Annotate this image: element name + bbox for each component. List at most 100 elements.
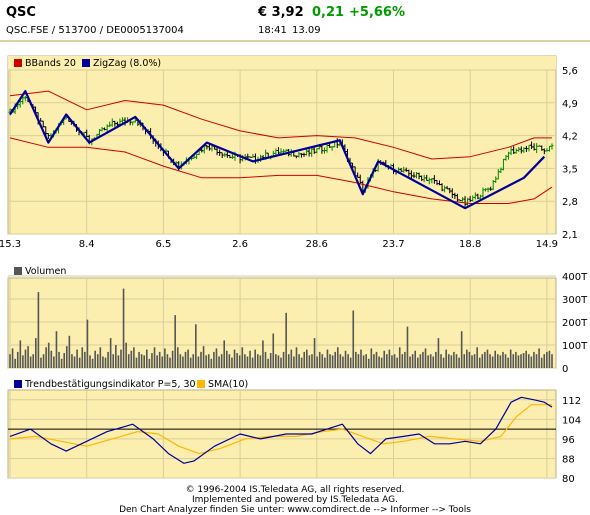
- volume-bar: [347, 354, 349, 368]
- volume-bar: [502, 351, 504, 368]
- volume-bar: [295, 347, 298, 368]
- volume-bar: [130, 350, 133, 368]
- volume-bar: [158, 351, 161, 368]
- volume-bar: [455, 354, 458, 368]
- indicator-tick-label: 96: [562, 435, 575, 446]
- volume-bar: [109, 338, 112, 368]
- volume-tick-label: 0: [562, 364, 568, 375]
- price-tick-label: 2,8: [562, 197, 578, 208]
- footer-tool-link: Den Chart Analyzer finden Sie unter: www…: [119, 505, 471, 515]
- x-tick-label: 6.5: [155, 239, 171, 250]
- volume-bar: [489, 354, 491, 368]
- volume-bar: [120, 349, 122, 368]
- volume-bar: [453, 351, 455, 368]
- volume-bar: [164, 348, 166, 368]
- volume-panel-bg: [7, 277, 557, 369]
- volume-bar: [334, 351, 336, 368]
- quote-date: 13.09: [292, 25, 321, 36]
- volume-bar: [440, 354, 442, 368]
- volume-bar: [151, 353, 153, 368]
- volume-bar: [520, 354, 522, 368]
- volume-bar: [226, 350, 228, 368]
- volume-bar: [512, 354, 515, 368]
- price-tick-label: 2,1: [562, 230, 578, 241]
- volume-bar: [22, 355, 24, 368]
- volume-bar: [205, 355, 207, 368]
- volume-bar: [321, 354, 324, 368]
- volume-bar: [76, 349, 78, 368]
- volume-bar: [450, 355, 453, 368]
- volume-bar: [491, 356, 494, 368]
- volume-bar: [246, 356, 249, 368]
- volume-bar: [42, 354, 45, 368]
- price-tick-label: 4,9: [562, 99, 578, 110]
- volume-bar: [32, 354, 35, 368]
- volume-bar: [47, 342, 50, 368]
- volume-bar: [53, 356, 55, 368]
- volume-bar: [308, 355, 311, 368]
- x-tick-label: 2.6: [232, 239, 248, 250]
- volume-bar: [427, 355, 429, 368]
- volume-bar: [515, 351, 517, 368]
- volume-bar: [460, 331, 463, 368]
- volume-bar: [223, 340, 226, 368]
- volume-bar: [478, 357, 481, 368]
- indicator-y-axis: 112 104 96 88 80: [562, 396, 581, 482]
- volume-bar: [432, 356, 435, 368]
- volume-bar: [499, 355, 502, 368]
- indicator-tick-label: 112: [562, 396, 581, 407]
- volume-bar: [357, 354, 360, 368]
- volume-bar: [484, 351, 486, 368]
- volume-bar: [269, 353, 272, 368]
- chart-area: BBands 20 ZigZag (8.0%) Volumen Trendbes…: [0, 55, 588, 482]
- volume-bar: [35, 338, 37, 368]
- volume-bar: [236, 353, 238, 368]
- volume-bar: [231, 357, 233, 368]
- legend-label-volume: Volumen: [25, 266, 66, 277]
- volume-bar: [282, 351, 285, 368]
- volume-bar: [166, 354, 169, 368]
- volume-bar: [280, 357, 282, 368]
- legend-swatch-sma: [197, 380, 205, 388]
- volume-bar: [179, 354, 182, 368]
- indicator-lines: [9, 396, 553, 464]
- footer-copyright: © 1996-2004 IS.Teledata AG, all rights r…: [185, 485, 405, 495]
- legend-label-zigzag: ZigZag (8.0%): [93, 58, 161, 69]
- volume-bar: [272, 333, 275, 368]
- volume-bar: [9, 354, 11, 368]
- header-divider: [0, 40, 590, 42]
- volume-bar: [458, 357, 460, 368]
- volume-bar: [398, 347, 401, 368]
- volume-bar: [135, 357, 138, 368]
- volume-bar: [112, 354, 115, 368]
- volume-bar: [383, 350, 386, 368]
- volume-bar: [486, 349, 489, 368]
- volume-bar: [494, 350, 497, 368]
- volume-bar: [352, 310, 355, 368]
- volume-bar: [138, 351, 140, 368]
- x-tick-label: 8.4: [79, 239, 95, 250]
- volume-bar: [148, 358, 151, 368]
- volume-bar: [393, 354, 396, 368]
- volume-bar: [300, 357, 303, 368]
- indicator-tick-label: 104: [562, 415, 581, 426]
- volume-bar: [99, 347, 102, 368]
- volume-bar: [78, 357, 81, 368]
- x-tick-label: 23.7: [382, 239, 404, 250]
- volume-bar: [447, 354, 450, 368]
- indicator-legend: Trendbestätigungsindikator P=5, 30 SMA(1…: [14, 379, 248, 390]
- price-y-axis: 5,6 4,9 4,2 3,5 2,8 2,1: [562, 66, 578, 241]
- volume-bar: [342, 356, 344, 368]
- volume-bar: [145, 349, 148, 368]
- volume-bar: [303, 351, 306, 368]
- volume-bar: [174, 315, 176, 368]
- volume-bar: [215, 348, 218, 368]
- volume-bar: [14, 358, 16, 368]
- volume-legend: Volumen: [14, 266, 66, 277]
- volume-bar: [96, 354, 99, 368]
- volume-bar: [19, 340, 22, 368]
- volume-bar: [535, 354, 538, 368]
- volume-bar: [365, 354, 367, 368]
- volume-bar: [241, 347, 244, 368]
- volume-bar: [207, 354, 210, 368]
